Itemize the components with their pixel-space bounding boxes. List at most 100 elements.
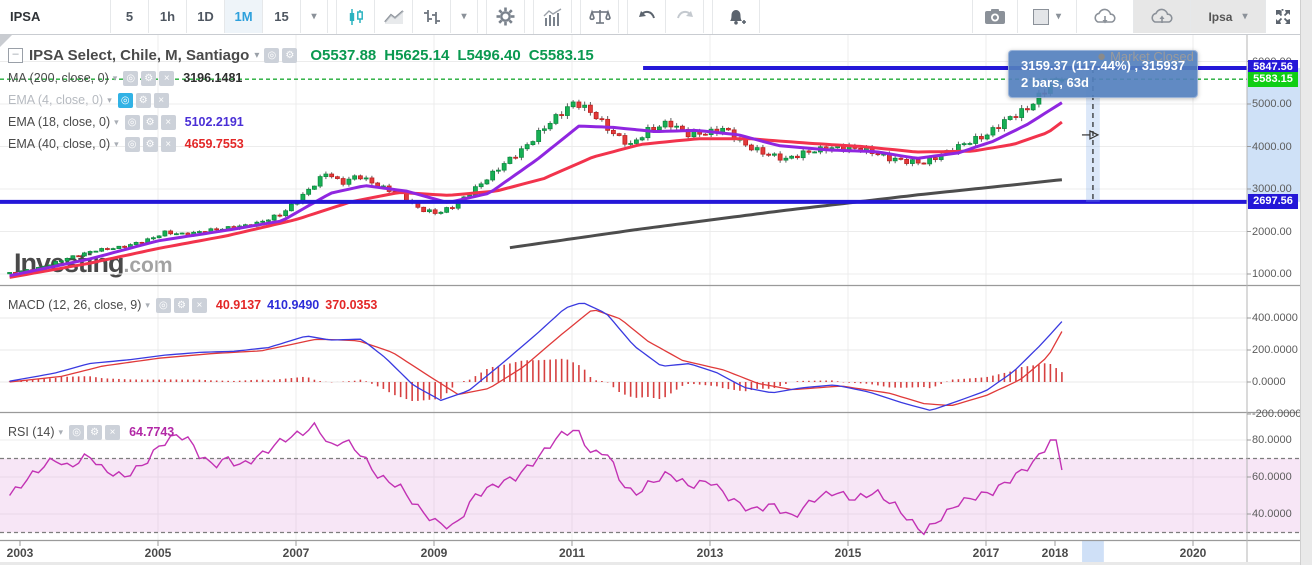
ema18-line <box>9 101 1063 278</box>
indicator-dropdown-caret[interactable]: ▾ <box>112 72 118 83</box>
close-icon[interactable]: × <box>153 92 169 108</box>
candlestick-chart-icon[interactable] <box>337 0 375 33</box>
line-chart-icon[interactable] <box>375 0 413 33</box>
indicator-dropdown-caret[interactable]: ▾ <box>58 426 64 437</box>
redo-icon[interactable] <box>666 0 704 33</box>
rsi-axis-label: 40.0000 <box>1252 508 1292 520</box>
indicator-dropdown-caret[interactable]: ▾ <box>114 116 119 127</box>
eye-icon[interactable]: ◎ <box>123 70 139 86</box>
ohlc-value: H5625.14 <box>384 47 450 64</box>
settings-gear-icon[interactable] <box>487 0 525 33</box>
macd-axis-label: 400.0000 <box>1252 312 1298 324</box>
gear-icon[interactable]: ⚙ <box>135 92 151 108</box>
rsi-overbought-oversold-band <box>0 458 1300 533</box>
indicator-value: 4659.7553 <box>184 137 244 151</box>
indicator-name: EMA (40, close, 0) <box>8 137 111 151</box>
time-axis-label-2020: 2020 <box>1179 546 1207 560</box>
ohlc-value: O5537.88 <box>310 47 377 64</box>
time-axis-label-2011: 2011 <box>558 546 586 560</box>
fullscreen-icon[interactable] <box>1265 0 1300 33</box>
indicator-name: RSI (14) <box>8 425 55 439</box>
bar-chart-icon[interactable] <box>413 0 451 33</box>
gear-icon[interactable]: ⚙ <box>173 297 189 313</box>
eye-icon[interactable]: ◎ <box>69 424 85 440</box>
toolbar-separator <box>619 0 628 34</box>
close-icon[interactable]: × <box>191 297 207 313</box>
cloud-save-icon[interactable] <box>1133 0 1190 33</box>
indicator-row-ema18: EMA (18, close, 0) ▾ ◎ ⚙ × 5102.2191 <box>8 114 244 130</box>
eye-icon[interactable]: ◎ <box>155 297 171 313</box>
symbol-input[interactable]: IPSA <box>0 0 111 33</box>
gear-icon[interactable]: ⚙ <box>142 114 158 130</box>
close-icon[interactable]: × <box>160 114 176 130</box>
title-dropdown-caret[interactable]: ▾ <box>254 50 260 61</box>
measure-tooltip: 3159.37 (117.44%) , 315937 2 bars, 63d <box>1008 50 1199 98</box>
undo-icon[interactable] <box>628 0 666 33</box>
interval-button-15[interactable]: 15 <box>263 0 301 33</box>
add-alert-bell-icon[interactable] <box>713 0 760 33</box>
toolbar-separator <box>572 0 581 34</box>
eye-icon[interactable]: ◎ <box>124 136 140 152</box>
close-icon[interactable]: × <box>159 70 175 86</box>
toolbar-separator <box>525 0 534 34</box>
layout-select-button[interactable]: ▾ <box>1017 0 1076 33</box>
market-status-label: ● Market Closed <box>1097 48 1194 65</box>
gear-icon[interactable]: ⚙ <box>142 136 158 152</box>
chart-toolbar: IPSA 5 1h 1D 1M 15 ▾ ▾ <box>0 0 1300 35</box>
drawing-toolbar-toggle[interactable] <box>0 35 12 47</box>
gear-icon[interactable]: ⚙ <box>282 48 298 63</box>
interval-button-1D[interactable]: 1D <box>187 0 225 33</box>
indicator-name: MA (200, close, 0) <box>8 71 109 85</box>
interval-button-1h[interactable]: 1h <box>149 0 187 33</box>
gear-icon[interactable]: ⚙ <box>141 70 157 86</box>
indicator-name: EMA (18, close, 0) <box>8 115 111 129</box>
camera-snapshot-icon[interactable] <box>972 0 1017 33</box>
rsi-axis-label: 60.0000 <box>1252 471 1292 483</box>
chart-title: IPSA Select, Chile, M, Santiago <box>29 47 250 64</box>
measure-tooltip-line1: 3159.37 (117.44%) , 315937 <box>1021 58 1186 73</box>
macd-line <box>9 302 1063 411</box>
gridlines <box>0 34 1247 540</box>
toolbar-separator <box>704 0 713 34</box>
close-icon[interactable]: × <box>160 136 176 152</box>
gear-icon[interactable]: ⚙ <box>87 424 103 440</box>
rsi-line <box>9 421 1063 536</box>
toolbar-separator <box>478 0 487 34</box>
cloud-load-icon[interactable] <box>1076 0 1133 33</box>
legend-collapse-icon[interactable]: – <box>8 48 23 63</box>
indicator-dropdown-caret[interactable]: ▾ <box>114 138 119 149</box>
eye-icon[interactable]: ◎ <box>117 92 133 108</box>
toolbar-separator <box>328 0 337 34</box>
ohlc-value: L5496.40 <box>457 47 521 64</box>
macd-axis-label: 200.0000 <box>1252 344 1298 356</box>
indicator-dropdown-caret[interactable]: ▾ <box>145 299 150 310</box>
price-axis-label: 1000.00 <box>1252 268 1292 280</box>
time-axis-label-2017: 2017 <box>972 546 1000 560</box>
time-axis-label-2003: 2003 <box>6 546 34 560</box>
time-axis-label-2018: 2018 <box>1041 546 1069 560</box>
macd-signal-line <box>9 309 1063 406</box>
indicator-row-ema4: EMA (4, close, 0) ▾ ◎ ⚙ × <box>8 92 172 108</box>
indicators-icon[interactable] <box>534 0 572 33</box>
indicator-value: 40.9137 <box>215 298 262 312</box>
close-icon[interactable]: × <box>105 424 121 440</box>
indicator-value: 370.0353 <box>325 298 378 312</box>
eye-icon[interactable]: ◎ <box>124 114 140 130</box>
template-select-button[interactable]: Ipsa ▾ <box>1190 0 1265 33</box>
price-axis-label: 2000.00 <box>1252 225 1292 238</box>
interval-dropdown-caret[interactable]: ▾ <box>301 0 328 33</box>
compare-scales-icon[interactable] <box>581 0 619 33</box>
market-status-text: Market Closed <box>1110 49 1194 64</box>
measure-time-axis-highlight <box>1082 541 1104 562</box>
interval-button-1M[interactable]: 1M <box>225 0 263 33</box>
interval-button-5[interactable]: 5 <box>111 0 149 33</box>
chart-type-dropdown-caret[interactable]: ▾ <box>451 0 478 33</box>
macd-axis-label: -200.0000 <box>1252 408 1302 420</box>
eye-icon[interactable]: ◎ <box>264 48 280 63</box>
chart-legend-header: – IPSA Select, Chile, M, Santiago ▾ ◎ ⚙ … <box>8 47 602 64</box>
measure-axis-highlight <box>1247 67 1300 202</box>
time-axis-label-2013: 2013 <box>696 546 724 560</box>
indicator-dropdown-caret[interactable]: ▾ <box>107 94 112 105</box>
